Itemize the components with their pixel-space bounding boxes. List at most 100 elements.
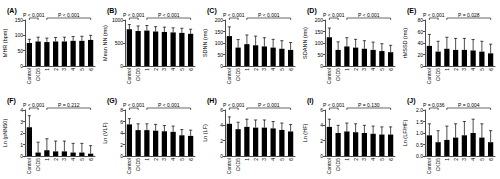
svg-text:3: 3 <box>261 158 267 161</box>
svg-text:Control: Control <box>326 158 332 174</box>
svg-text:0: 0 <box>20 63 23 69</box>
svg-text:5: 5 <box>479 158 485 161</box>
svg-text:1: 1 <box>20 142 23 148</box>
svg-text:0.0: 0.0 <box>416 153 423 159</box>
svg-text:5: 5 <box>279 158 285 161</box>
svg-text:CKD5: CKD5 <box>35 68 41 82</box>
svg-text:P < 0.001: P < 0.001 <box>323 102 345 108</box>
svg-text:150: 150 <box>215 29 224 35</box>
svg-text:1: 1 <box>44 158 50 161</box>
svg-text:80: 80 <box>417 17 423 23</box>
svg-text:3: 3 <box>461 68 467 71</box>
svg-text:5: 5 <box>379 68 385 71</box>
svg-text:1: 1 <box>44 68 50 71</box>
svg-text:P < 0.001: P < 0.001 <box>23 12 45 18</box>
svg-text:6: 6 <box>288 68 294 71</box>
svg-text:P < 0.001: P < 0.001 <box>158 102 180 108</box>
svg-text:4: 4 <box>220 122 223 128</box>
svg-text:3: 3 <box>61 68 67 71</box>
svg-text:0: 0 <box>120 153 123 159</box>
svg-text:3: 3 <box>361 68 367 71</box>
svg-text:P < 0.001: P < 0.001 <box>58 12 80 18</box>
svg-text:4: 4 <box>20 107 23 113</box>
svg-text:0: 0 <box>320 63 323 69</box>
svg-text:P < 0.001: P < 0.001 <box>358 12 380 18</box>
svg-text:4: 4 <box>170 158 176 161</box>
svg-text:rMSSD (ms): rMSSD (ms) <box>402 28 408 58</box>
svg-text:2: 2 <box>53 68 59 71</box>
svg-text:50: 50 <box>317 52 323 58</box>
svg-text:2: 2 <box>453 68 459 71</box>
svg-text:1: 1 <box>144 68 150 71</box>
svg-text:6: 6 <box>388 68 394 71</box>
svg-text:CKD5: CKD5 <box>435 68 441 82</box>
svg-text:P = 0.028: P = 0.028 <box>458 12 480 18</box>
svg-text:50: 50 <box>217 52 223 58</box>
svg-text:3: 3 <box>61 158 67 161</box>
svg-text:4: 4 <box>120 130 123 136</box>
svg-text:5: 5 <box>479 68 485 71</box>
svg-text:4: 4 <box>370 68 376 71</box>
svg-text:P < 0.001: P < 0.001 <box>258 102 280 108</box>
svg-text:1.0: 1.0 <box>416 130 423 136</box>
svg-text:5: 5 <box>79 68 85 71</box>
svg-text:2: 2 <box>20 130 23 136</box>
svg-text:150: 150 <box>315 29 324 35</box>
svg-text:P < 0.001: P < 0.001 <box>323 12 345 18</box>
svg-text:3: 3 <box>161 158 167 161</box>
svg-text:6: 6 <box>188 68 194 71</box>
svg-text:0: 0 <box>220 153 223 159</box>
svg-text:(A): (A) <box>7 7 17 15</box>
svg-text:2: 2 <box>253 68 259 71</box>
svg-text:CKD5: CKD5 <box>235 158 241 172</box>
svg-text:200: 200 <box>315 17 324 23</box>
svg-text:CKD5: CKD5 <box>235 68 241 82</box>
svg-text:4: 4 <box>370 158 376 161</box>
svg-text:1: 1 <box>244 68 250 71</box>
svg-text:CKD5: CKD5 <box>435 158 441 172</box>
svg-text:Mean NN (ms): Mean NN (ms) <box>102 25 108 61</box>
svg-text:2: 2 <box>320 138 323 144</box>
svg-text:2: 2 <box>53 158 59 161</box>
svg-text:4: 4 <box>270 68 276 71</box>
svg-text:6: 6 <box>288 158 294 161</box>
svg-text:Ln (HF): Ln (HF) <box>302 124 308 143</box>
svg-text:CKD5: CKD5 <box>335 68 341 82</box>
svg-text:Control: Control <box>226 68 232 84</box>
svg-text:Control: Control <box>226 158 232 174</box>
svg-text:3: 3 <box>261 68 267 71</box>
svg-text:2: 2 <box>153 158 159 161</box>
svg-text:Ln (VLF): Ln (VLF) <box>102 122 108 144</box>
svg-text:SDANN (ms): SDANN (ms) <box>302 27 308 59</box>
svg-text:2.0: 2.0 <box>416 107 423 113</box>
svg-text:2: 2 <box>353 158 359 161</box>
svg-text:(G): (G) <box>107 97 117 105</box>
svg-text:3: 3 <box>461 158 467 161</box>
svg-text:5: 5 <box>279 68 285 71</box>
svg-text:150: 150 <box>15 17 24 23</box>
svg-text:2: 2 <box>253 158 259 161</box>
svg-text:100: 100 <box>15 32 24 38</box>
svg-text:0: 0 <box>420 63 423 69</box>
svg-text:(E): (E) <box>407 7 416 15</box>
svg-text:Ln (LF/HF): Ln (LF/HF) <box>402 120 408 147</box>
svg-text:(J): (J) <box>407 97 416 105</box>
svg-text:6: 6 <box>88 158 94 161</box>
svg-text:SDNN (ms): SDNN (ms) <box>202 29 208 57</box>
svg-text:CKD5: CKD5 <box>135 158 141 172</box>
svg-text:(B): (B) <box>107 7 117 15</box>
svg-text:40: 40 <box>417 40 423 46</box>
svg-text:2: 2 <box>220 138 223 144</box>
svg-text:5: 5 <box>179 68 185 71</box>
svg-text:3: 3 <box>361 158 367 161</box>
svg-text:5: 5 <box>379 158 385 161</box>
svg-text:(D): (D) <box>307 7 317 15</box>
svg-text:1000: 1000 <box>112 17 123 23</box>
svg-text:6: 6 <box>120 119 123 125</box>
svg-text:Control: Control <box>126 68 132 84</box>
svg-text:Control: Control <box>326 68 332 84</box>
svg-text:P = 0.004: P = 0.004 <box>458 102 480 108</box>
svg-text:2: 2 <box>353 68 359 71</box>
svg-text:MHR (bpm): MHR (bpm) <box>2 29 8 58</box>
svg-text:P < 0.001: P < 0.001 <box>258 12 280 18</box>
